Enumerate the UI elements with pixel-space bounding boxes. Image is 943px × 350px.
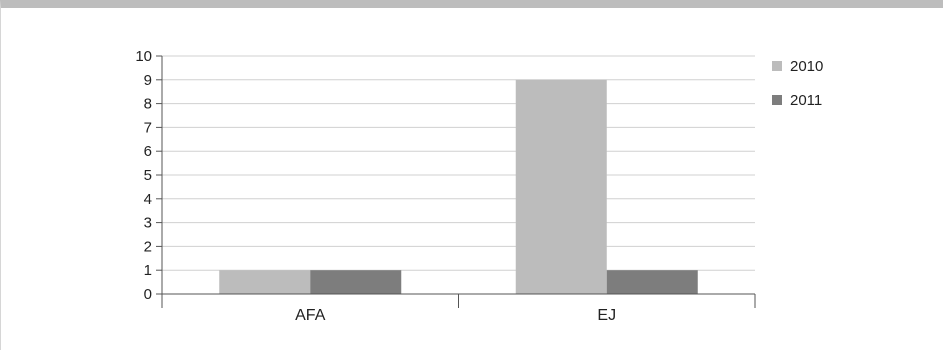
y-tick-label: 6 [144,143,152,160]
y-tick-label: 3 [144,215,152,232]
y-tick-label: 9 [144,72,152,89]
x-category-label: EJ [597,307,616,324]
legend-label-2010: 2010 [790,58,823,75]
gridlines [162,55,755,271]
y-tick-label: 4 [144,191,152,208]
bars [219,79,698,294]
y-tick-label: 0 [144,286,152,303]
bar-ej-2010 [515,79,607,294]
y-tick-label: 7 [144,119,152,136]
x-category-label: AFA [295,307,326,324]
x-category-labels: AFA EJ [295,307,616,324]
legend: 2010 2011 [772,58,823,109]
y-tick-labels: 0 1 2 3 4 5 6 7 8 9 10 [135,48,152,303]
y-tick-label: 1 [144,262,152,279]
bar-afa-2010 [219,270,311,294]
y-tick-label: 2 [144,238,152,255]
y-tick-label: 5 [144,167,152,184]
axes [156,55,756,308]
legend-swatch-2010 [772,61,782,71]
bar-ej-2011 [606,270,698,294]
legend-label-2011: 2011 [790,92,822,109]
legend-swatch-2011 [772,95,782,105]
y-tick-label: 10 [135,48,152,65]
y-tick-label: 8 [144,96,152,113]
bar-afa-2011 [310,270,402,294]
